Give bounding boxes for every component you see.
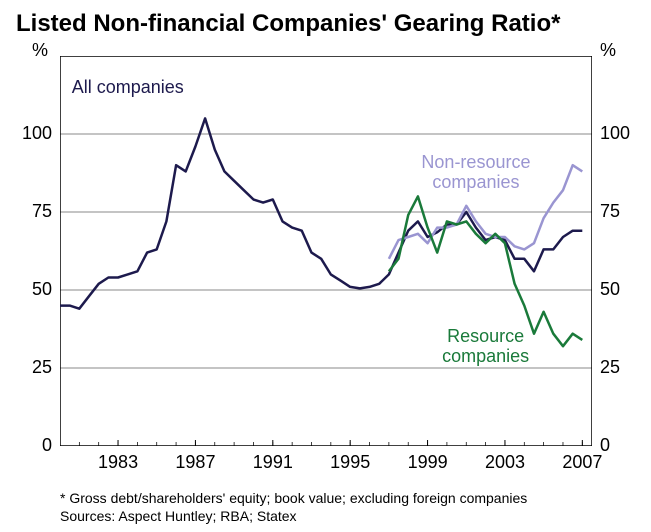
x-tick-1991: 1991 [253,452,293,473]
y-tick-left-25: 25 [32,357,52,378]
x-tick-1987: 1987 [175,452,215,473]
series-label-resource-companies: Resourcecompanies [442,327,529,367]
y-axis-label-right: % [600,40,616,61]
y-tick-right-100: 100 [600,123,630,144]
x-tick-2007: 2007 [562,452,602,473]
series-label-all-companies: All companies [72,78,184,98]
series-label-non-resource-companies: Non-resourcecompanies [421,153,530,193]
y-axis-label-left: % [32,40,48,61]
y-tick-left-75: 75 [32,201,52,222]
x-tick-2003: 2003 [485,452,525,473]
footnote-definition: * Gross debt/shareholders' equity; book … [60,490,527,506]
y-tick-left-100: 100 [22,123,52,144]
y-tick-right-25: 25 [600,357,620,378]
x-tick-1983: 1983 [98,452,138,473]
chart-title: Listed Non-financial Companies' Gearing … [16,10,560,38]
y-tick-right-50: 50 [600,279,620,300]
y-tick-right-75: 75 [600,201,620,222]
x-tick-1999: 1999 [408,452,448,473]
chart-plot [60,56,592,446]
x-tick-1995: 1995 [330,452,370,473]
footnote-sources: Sources: Aspect Huntley; RBA; Statex [60,508,297,524]
y-tick-left-50: 50 [32,279,52,300]
y-tick-left-0: 0 [42,435,52,456]
